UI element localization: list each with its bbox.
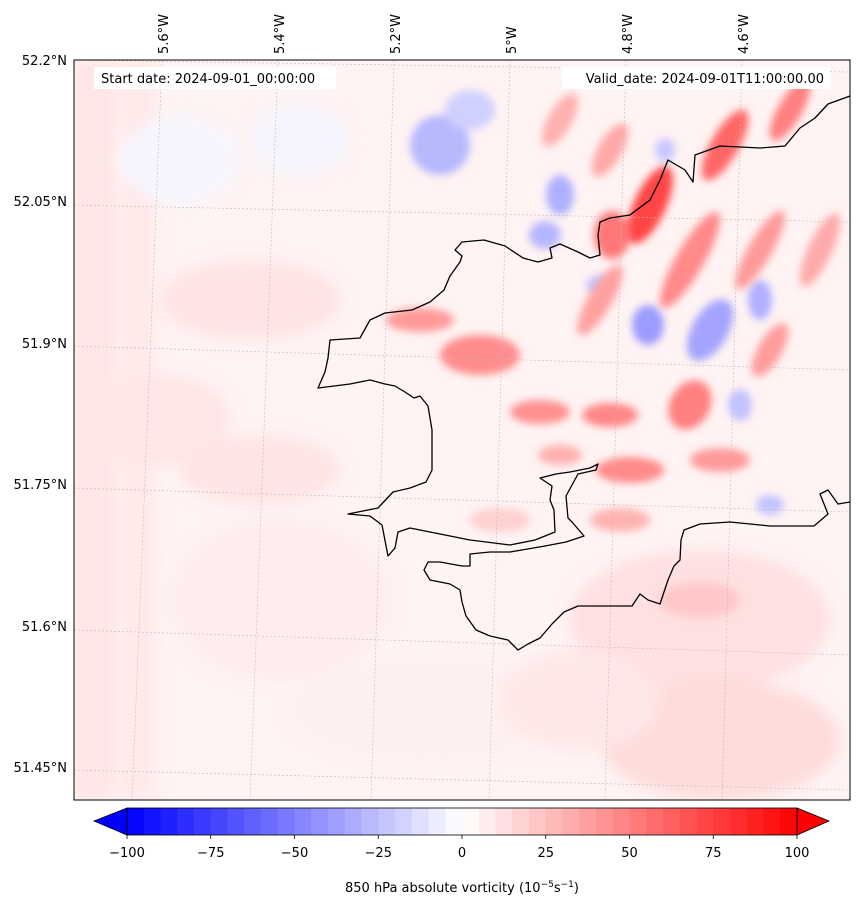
colorbar-extend-high (796, 807, 831, 836)
colorbar-segment (462, 808, 480, 835)
colorbar-segment (545, 808, 564, 835)
start-date-box (94, 67, 336, 89)
lat-tick-label: 51.75°N (14, 478, 67, 493)
colorbar-tick-label: −100 (109, 846, 145, 861)
lon-tick-label: 4.8°W (621, 14, 636, 54)
longitude-labels: 5.6°W 5.4°W 5.2°W 5°W 4.8°W 4.6°W (157, 14, 752, 54)
colorbar-tick-label: 0 (458, 846, 466, 861)
colorbar-segment (478, 808, 497, 835)
colorbar-segment (378, 808, 396, 835)
colorbar-segment (177, 808, 195, 835)
colorbar-segment (495, 808, 513, 835)
colorbar-segment (411, 808, 430, 835)
lon-tick-label: 5.6°W (157, 14, 172, 54)
colorbar-segment (629, 808, 647, 835)
start-date-label: Start date: 2024-09-01_00:00:00 (101, 72, 315, 87)
vorticity-field: Start date: 2024-09-01_00:00:00 Valid_da… (74, 60, 850, 800)
colorbar-segment (562, 808, 580, 835)
coastline (317, 95, 850, 651)
colorbar-tick-label: −75 (197, 846, 224, 861)
colorbar-segment (311, 808, 329, 835)
lon-tick-label: 5.4°W (273, 14, 288, 54)
valid-date-box (562, 67, 830, 89)
colorbar-segment (663, 808, 681, 835)
colorbar-segment (428, 808, 446, 835)
colorbar-segment (361, 808, 379, 835)
colorbar-segment (780, 808, 798, 835)
map-frame (73, 59, 851, 801)
graticule (74, 60, 850, 800)
lon-tick-label: 5.2°W (389, 14, 404, 54)
colorbar-segment (328, 808, 346, 835)
colorbar-segments (127, 808, 798, 835)
colorbar-segment (210, 808, 229, 835)
colorbar-tick-label: −25 (365, 846, 392, 861)
colorbar-tick-label: 25 (537, 846, 554, 861)
lat-tick-label: 52.05°N (14, 195, 67, 210)
colorbar-segment (713, 808, 731, 835)
lon-tick-label: 4.6°W (737, 14, 752, 54)
colorbar-segment (529, 808, 547, 835)
colorbar-segment (746, 808, 765, 835)
colorbar-segment (261, 808, 279, 835)
colorbar-segment (143, 808, 162, 835)
valid-date-label: Valid_date: 2024-09-01T11:00:00.00 (586, 72, 824, 87)
colorbar-segment (512, 808, 530, 835)
colorbar-segment (646, 808, 664, 835)
colorbar-label: 850 hPa absolute vorticity (10−5s−1) (345, 880, 579, 896)
colorbar-segment (160, 808, 178, 835)
colorbar-segment (679, 808, 698, 835)
colorbar-tick-label: 100 (785, 846, 810, 861)
colorbar-segment (227, 808, 245, 835)
colorbar-segment (294, 808, 312, 835)
colorbar-segment (127, 808, 145, 835)
colorbar-segment (244, 808, 262, 835)
colorbar-segment (763, 808, 781, 835)
colorbar-segment (194, 808, 212, 835)
colorbar-segment (395, 808, 413, 835)
lat-tick-label: 51.9°N (22, 337, 67, 352)
colorbar-tick-label: 75 (705, 846, 722, 861)
colorbar-segment (579, 808, 597, 835)
colorbar-tick-label: −50 (281, 846, 308, 861)
lat-tick-label: 51.45°N (14, 761, 67, 776)
lat-tick-label: 51.6°N (22, 620, 67, 635)
colorbar: −100 −75 −50 −25 0 25 50 75 100 850 hPa absolute… (92, 807, 831, 896)
colorbar-segment (612, 808, 631, 835)
lon-tick-label: 5°W (505, 26, 520, 54)
colorbar-segment (696, 808, 714, 835)
colorbar-segment (344, 808, 363, 835)
colorbar-extend-low (92, 807, 128, 836)
colorbar-segment (445, 808, 463, 835)
colorbar-segment (730, 808, 748, 835)
colorbar-segment (596, 808, 614, 835)
colorbar-ticks: −100 −75 −50 −25 0 25 50 75 100 (109, 835, 809, 861)
colorbar-tick-label: 50 (621, 846, 638, 861)
latitude-labels: 52.2°N 52.05°N 51.9°N 51.75°N 51.6°N 51.… (14, 54, 67, 776)
lat-tick-label: 52.2°N (22, 54, 67, 69)
colorbar-segment (277, 808, 296, 835)
